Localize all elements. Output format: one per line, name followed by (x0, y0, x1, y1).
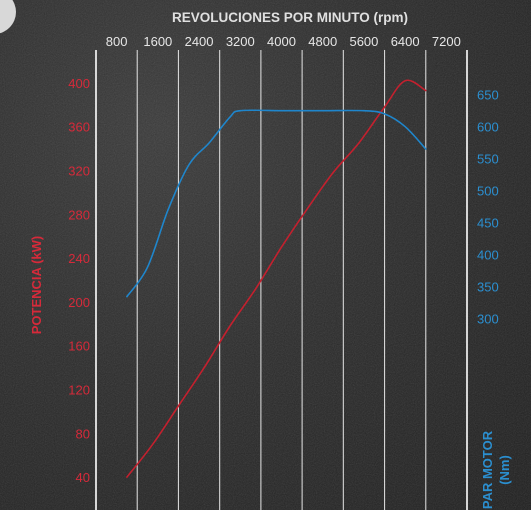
right-tick-label: 400 (477, 247, 499, 262)
right-tick-label: 350 (477, 279, 499, 294)
torque-curve-line (126, 109, 427, 298)
left-axis-label: POTENCIA (kW) (29, 236, 44, 334)
left-axis-ticks: 40 80 120 160 200 240 280 320 360 400 (68, 76, 90, 485)
left-tick-label: 280 (68, 207, 90, 222)
power-curve-line (126, 79, 427, 478)
x-axis-ticks: 800 1600 2400 3200 4000 4800 5600 6400 7200 (106, 34, 461, 49)
x-tick-label: 3200 (226, 34, 255, 49)
left-tick-label: 240 (68, 251, 90, 266)
x-tick-label: 5600 (349, 34, 378, 49)
right-tick-label: 650 (477, 88, 499, 103)
x-axis-title: REVOLUCIONES POR MINUTO (rpm) (172, 10, 408, 25)
x-tick-label: 4000 (267, 34, 296, 49)
left-tick-label: 360 (68, 120, 90, 135)
left-tick-label: 320 (68, 163, 90, 178)
left-tick-label: 80 (76, 426, 90, 441)
right-axis-label-line2: (Nm) (497, 455, 512, 485)
left-tick-label: 160 (68, 339, 90, 354)
x-tick-label: 4800 (308, 34, 337, 49)
x-tick-label: 2400 (185, 34, 214, 49)
left-tick-label: 120 (68, 383, 90, 398)
right-tick-label: 450 (477, 216, 499, 231)
left-tick-label: 400 (68, 76, 90, 91)
x-tick-label: 7200 (432, 34, 461, 49)
x-tick-label: 1600 (143, 34, 172, 49)
left-tick-label: 40 (76, 470, 90, 485)
left-tick-label: 200 (68, 295, 90, 310)
x-tick-label: 6400 (391, 34, 420, 49)
series-lines (126, 79, 427, 478)
right-tick-label: 500 (477, 184, 499, 199)
x-tick-label: 800 (106, 34, 128, 49)
right-axis-ticks: 300 350 400 450 500 550 600 650 (477, 88, 499, 327)
right-tick-label: 550 (477, 152, 499, 167)
right-axis-label-line1: PAR MOTOR (480, 430, 495, 509)
corner-highlight (0, 0, 16, 34)
vertical-gridlines (95, 50, 468, 510)
right-tick-label: 300 (477, 311, 499, 326)
right-tick-label: 600 (477, 120, 499, 135)
